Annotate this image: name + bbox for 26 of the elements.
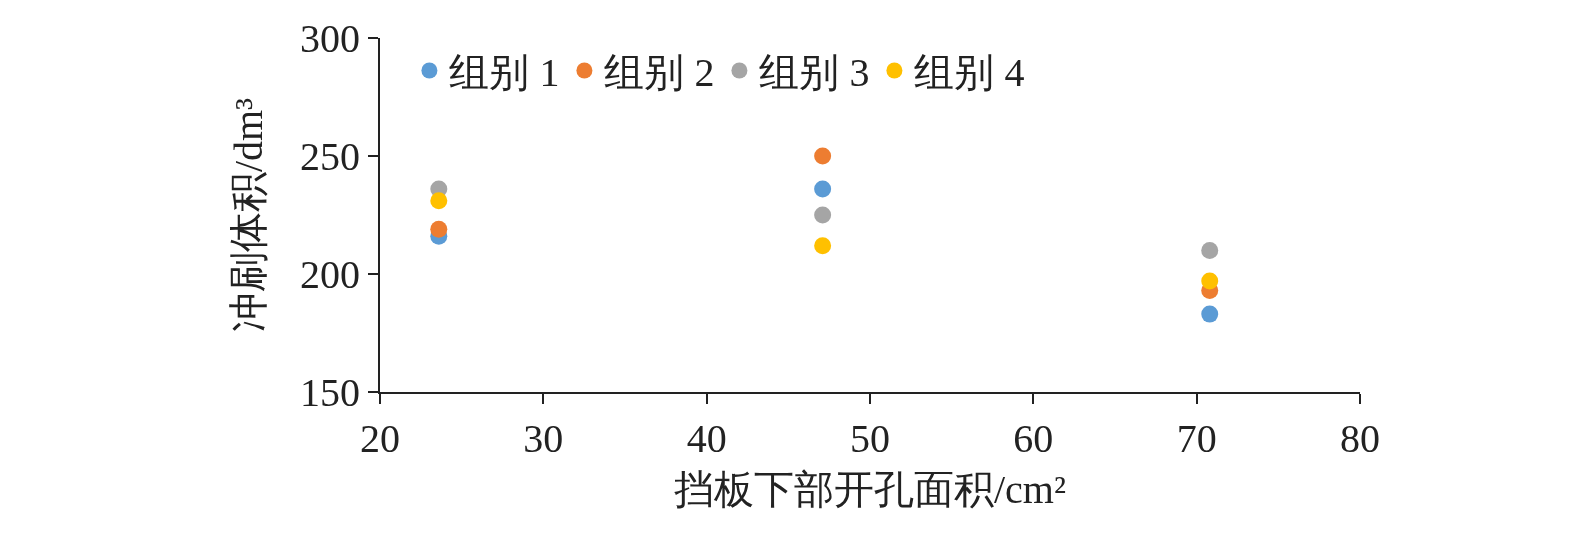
y-axis-title: 冲刷体积/dm³ bbox=[226, 97, 271, 333]
point bbox=[814, 147, 832, 165]
x-tick-label: 60 bbox=[1013, 416, 1054, 461]
point bbox=[1201, 272, 1219, 290]
point bbox=[1201, 241, 1219, 259]
x-tick-label: 80 bbox=[1340, 416, 1380, 461]
y-tick-label: 200 bbox=[300, 252, 360, 297]
x-tick-label: 40 bbox=[686, 416, 727, 461]
point bbox=[814, 206, 832, 224]
point bbox=[1201, 305, 1219, 323]
point bbox=[814, 237, 832, 255]
y-tick-label: 300 bbox=[300, 16, 360, 61]
legend-label: 组别 4 bbox=[914, 50, 1025, 96]
x-tick-label: 30 bbox=[523, 416, 564, 461]
point bbox=[430, 192, 448, 210]
legend-label: 组别 2 bbox=[604, 50, 715, 96]
point bbox=[430, 220, 448, 238]
x-axis-title: 挡板下部开孔面积/cm² bbox=[674, 467, 1066, 512]
legend-label: 组别 3 bbox=[759, 50, 870, 96]
x-tick-label: 70 bbox=[1176, 416, 1217, 461]
point bbox=[814, 180, 832, 198]
x-tick-label: 20 bbox=[360, 416, 400, 461]
y-tick-label: 250 bbox=[300, 134, 360, 179]
y-tick-label: 150 bbox=[300, 370, 360, 415]
x-tick-label: 50 bbox=[850, 416, 890, 461]
legend-label: 组别 1 bbox=[449, 50, 560, 96]
